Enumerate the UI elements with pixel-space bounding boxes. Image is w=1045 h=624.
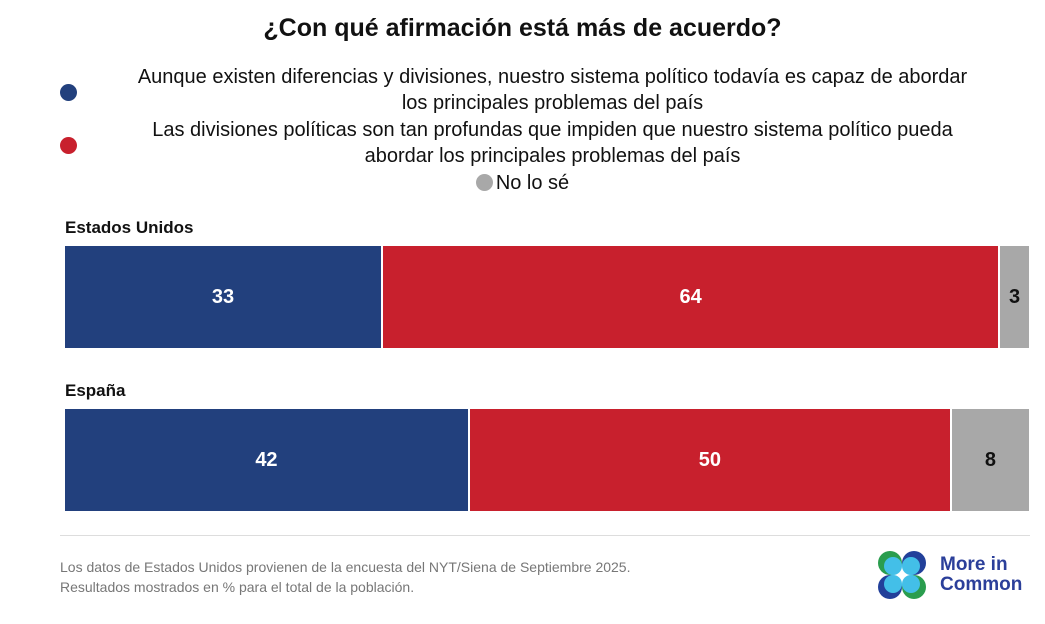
bar-espana: 42 50 8 — [65, 409, 1029, 511]
bar-segment: 33 — [65, 246, 382, 348]
bar-estados-unidos: 33 64 3 — [65, 246, 1029, 348]
more-in-common-logo: More in Common — [876, 549, 1022, 601]
legend-item-dontknow: No lo sé — [0, 170, 1045, 196]
footnote-line: Los datos de Estados Unidos provienen de… — [60, 559, 631, 575]
footnote-line: Resultados mostrados en % para el total … — [60, 579, 415, 595]
bar-segment: 64 — [383, 246, 999, 348]
data-label: 8 — [984, 448, 996, 471]
chart-title: ¿Con qué afirmación está más de acuerdo? — [263, 14, 782, 42]
legend-text-line: Aunque existen diferencias y divisiones,… — [137, 66, 968, 88]
legend-text-line: abordar los principales problemas del pa… — [364, 145, 741, 167]
divider — [60, 535, 1030, 536]
logo-text: More in — [940, 554, 1008, 575]
data-label: 50 — [698, 448, 721, 471]
data-label: 42 — [255, 448, 278, 471]
footnote: Los datos de Estados Unidos provienen de… — [60, 557, 630, 597]
legend-dot-agree — [60, 84, 77, 101]
legend-item-agree: Aunque existen diferencias y divisiones,… — [80, 64, 1025, 116]
legend-text-line: los principales problemas del país — [401, 92, 704, 114]
group-label: España — [65, 381, 126, 400]
logo-icon — [878, 551, 926, 599]
legend-dot-divided — [60, 137, 77, 154]
logo-text: Common — [940, 574, 1023, 595]
bar-segment: 50 — [469, 409, 950, 511]
legend-dot-dontknow — [475, 174, 493, 191]
bar-segment: 42 — [65, 409, 468, 511]
data-label: 64 — [679, 285, 702, 308]
legend-text-line: Las divisiones políticas son tan profund… — [152, 119, 953, 141]
data-label: 3 — [1008, 285, 1021, 308]
legend-text: No lo sé — [495, 172, 570, 194]
bar-segment: 8 — [951, 409, 1029, 511]
bar-segment: 3 — [1000, 246, 1029, 348]
group-label: Estados Unidos — [65, 218, 194, 237]
legend-item-divided: Las divisiones políticas son tan profund… — [80, 117, 1025, 169]
data-label: 33 — [211, 285, 235, 308]
